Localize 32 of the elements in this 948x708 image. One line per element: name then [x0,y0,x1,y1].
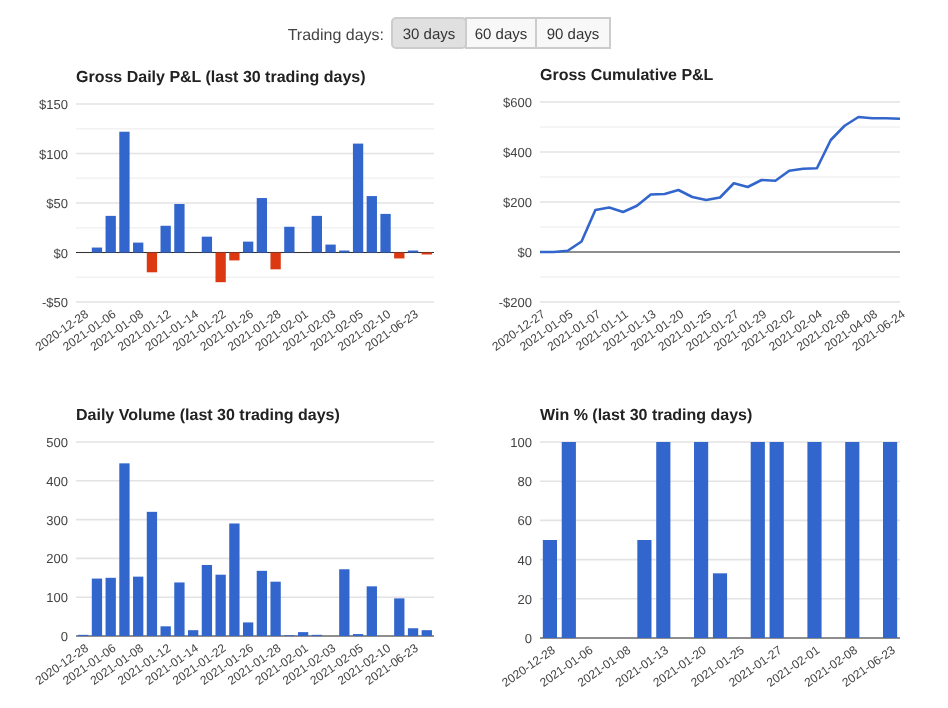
bar [242,241,254,253]
bar [750,442,765,638]
bar [394,598,405,636]
bar [694,442,709,638]
chart-title: Gross Daily P&L (last 30 trading days) [76,68,367,86]
bar [91,247,103,253]
bar [284,226,295,253]
chart-title: Win % (last 30 trading days) [540,406,754,424]
bar [637,540,652,638]
bar [270,252,281,270]
bar [561,442,576,638]
bar [366,586,377,636]
bar [882,442,898,638]
bar [807,442,822,638]
bar [845,442,860,638]
bar [339,569,350,636]
bar [146,252,158,273]
chart-title: Gross Cumulative P&L [540,66,714,84]
bar [712,573,728,638]
chart-title: Daily Volume (last 30 trading days) [76,406,341,424]
bar [769,442,784,638]
bar [352,143,364,253]
bar [542,540,558,638]
bar [421,630,432,636]
bar [407,628,419,636]
text: Trading days: [287,26,384,44]
bar [91,578,103,636]
bar [256,198,268,253]
line-series [538,115,902,254]
bar [201,236,213,253]
bar [146,511,158,636]
bar [656,442,671,638]
